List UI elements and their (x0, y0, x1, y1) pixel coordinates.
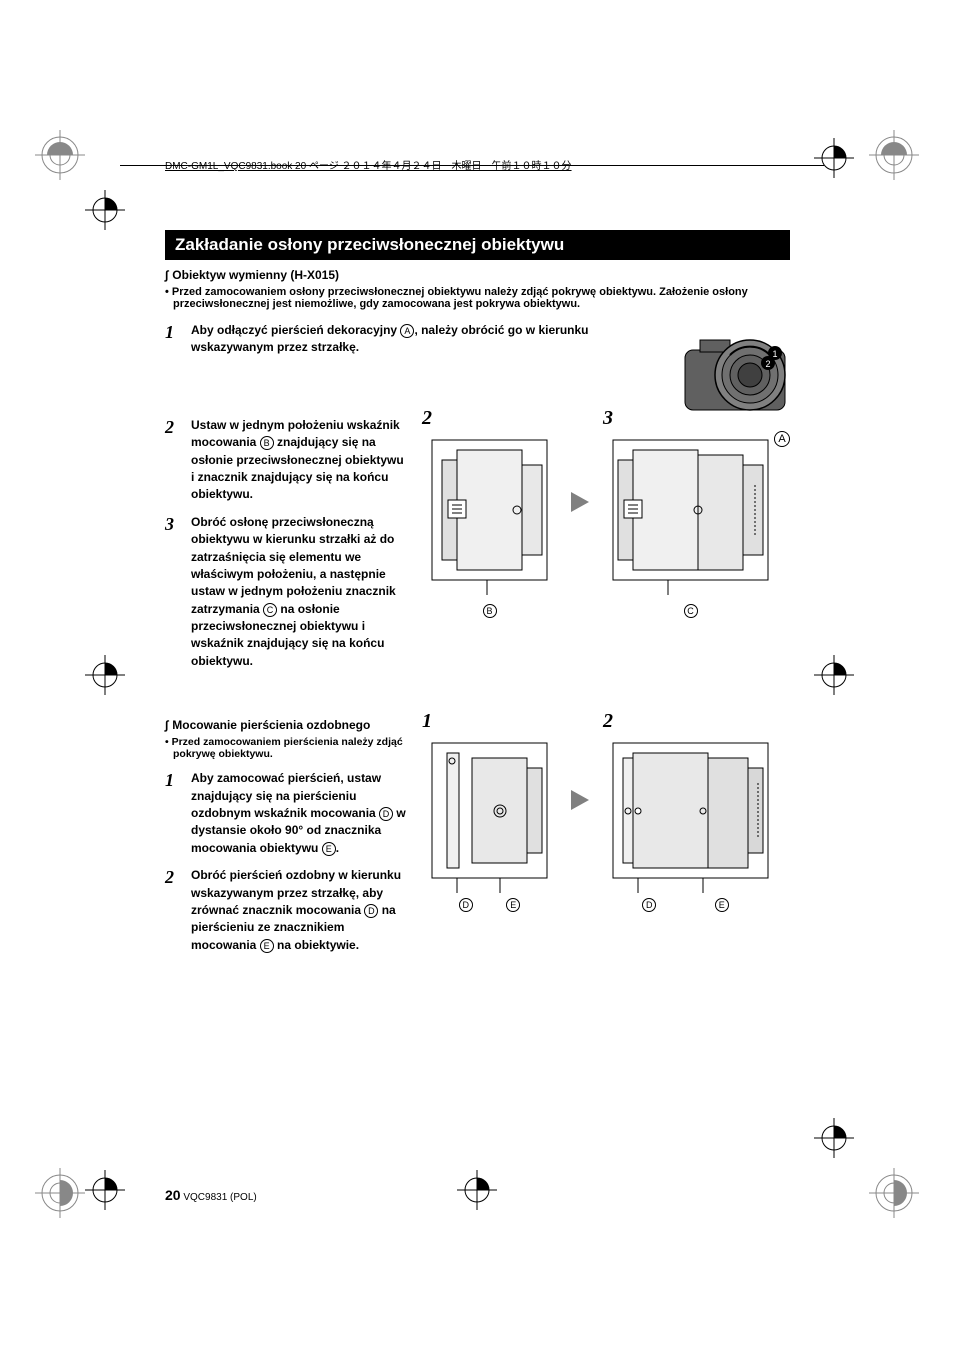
sec2-step-number-1: 1 (165, 770, 191, 791)
crop-mark-ml (85, 655, 125, 695)
sec2-step2-text: Obróć pierścień ozdobny w kierunku wskaz… (191, 867, 410, 954)
crop-mark-tr (814, 138, 854, 178)
section-title: Zakładanie osłony przeciwsłonecznej obie… (165, 230, 790, 260)
ring-diagram-1 (422, 733, 557, 898)
sec2-diagram-num-2: 2 (603, 710, 778, 733)
label-c: C (684, 604, 698, 618)
reg-mark-bottom-right (869, 1168, 919, 1218)
label-d-1: D (459, 898, 473, 912)
lens-diagram-3 (603, 430, 778, 605)
label-b: B (483, 604, 497, 618)
note-remove-cover: Przed zamocowaniem osłony przeciwsłonecz… (165, 286, 790, 310)
label-e-2: E (715, 898, 729, 912)
crop-mark-mr (814, 655, 854, 695)
label-d-2: D (642, 898, 656, 912)
sec2-step-number-2: 2 (165, 867, 191, 888)
svg-text:1: 1 (772, 349, 777, 359)
lens-diagram-2 (422, 430, 557, 605)
arrow-icon (571, 492, 589, 512)
reg-mark-bottom-left (35, 1168, 85, 1218)
subsection-decorative-ring: Mocowanie pierścienia ozdobnego (165, 718, 410, 732)
camera-diagram: 1 2 (680, 315, 790, 430)
arrow-icon-2 (571, 790, 589, 810)
svg-text:2: 2 (765, 359, 770, 369)
step1-text: Aby odłączyć pierścień dekoracyjny A, na… (191, 322, 621, 357)
sec2-step1-text: Aby zamocować pierścień, ustaw znajdując… (191, 770, 410, 857)
crop-mark-br (814, 1118, 854, 1158)
diagram-num-2: 2 (422, 407, 557, 430)
step-number-3: 3 (165, 514, 191, 535)
reg-mark-top-right (869, 130, 919, 180)
step3-text: Obróć osłonę przeciwsłoneczną obiektywu … (191, 514, 410, 671)
crop-mark-bc (457, 1170, 497, 1210)
subsection-lens-model: Obiektyw wymienny (H-X015) (165, 268, 790, 282)
reg-mark-top-left (35, 130, 85, 180)
step2-text: Ustaw w jednym położeniu wskaźnik mocowa… (191, 417, 410, 504)
sec2-diagram-num-1: 1 (422, 710, 557, 733)
step-number-2: 2 (165, 417, 191, 438)
label-a: A (774, 431, 790, 447)
ring-diagram-2 (603, 733, 778, 898)
step-number-1: 1 (165, 322, 191, 343)
note-remove-cover-2: Przed zamocowaniem pierścienia należy zd… (165, 736, 410, 760)
page-footer: 20 VQC9831 (POL) (165, 1187, 257, 1203)
label-e-1: E (506, 898, 520, 912)
crop-mark-bl (85, 1170, 125, 1210)
crop-mark-tl (85, 190, 125, 230)
